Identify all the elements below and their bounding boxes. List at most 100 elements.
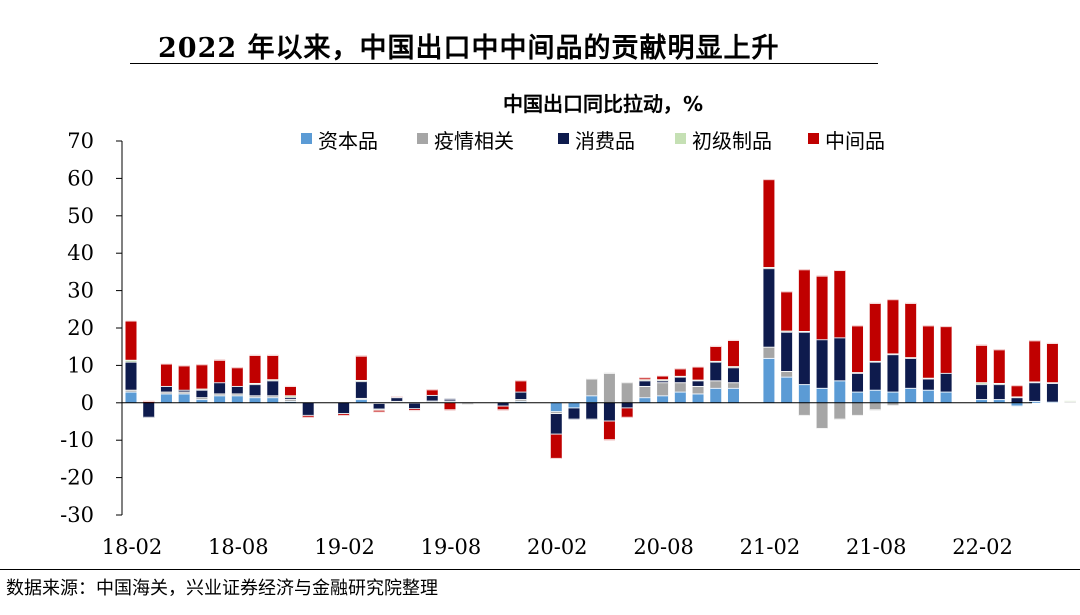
bar-segment-2 xyxy=(922,378,934,390)
bar-segment-separator xyxy=(940,326,952,328)
bar-segment-separator xyxy=(993,382,1005,384)
bar-segment-0 xyxy=(852,391,864,403)
bar-segment-4 xyxy=(267,354,279,380)
bar-segment-separator xyxy=(816,275,828,277)
bar-segment-4 xyxy=(1029,340,1041,382)
bar-segment-2 xyxy=(143,402,155,418)
bar-segment-4 xyxy=(657,375,669,380)
bar-segment-separator xyxy=(922,325,934,327)
bar-segment-separator xyxy=(160,385,172,387)
bar-segment-separator xyxy=(178,389,190,391)
bar-segment-separator xyxy=(515,399,527,401)
bar-segment-separator xyxy=(852,391,864,393)
bar-segment-separator xyxy=(603,372,615,374)
bar-segment-separator xyxy=(727,367,739,369)
bar-segment-2 xyxy=(940,372,952,392)
bar-segment-separator xyxy=(674,368,686,370)
bar-segment-separator xyxy=(922,377,934,379)
bar-segment-2 xyxy=(391,397,403,401)
bar-segment-separator xyxy=(284,400,296,402)
bar-segment-separator xyxy=(355,381,367,383)
bar-segment-separator xyxy=(373,402,385,404)
bar-segment-separator xyxy=(1046,382,1058,384)
legend-label: 资本品 xyxy=(318,130,378,153)
bar-segment-separator xyxy=(515,380,527,382)
bar-segment-separator xyxy=(639,397,651,399)
bar-segment-4 xyxy=(231,367,243,386)
bar-segment-1 xyxy=(727,382,739,388)
bar-segment-separator xyxy=(214,359,226,361)
bar-segment-0 xyxy=(887,391,899,403)
bar-segment-separator xyxy=(444,398,456,400)
bar-segment-0 xyxy=(231,395,243,403)
y-tick-label: 40 xyxy=(67,241,94,265)
bar-segment-4 xyxy=(249,354,261,383)
bar-segment-separator xyxy=(727,387,739,389)
bar-segment-4 xyxy=(196,364,208,389)
bar-segment-0 xyxy=(798,384,810,403)
bar-segment-separator xyxy=(143,400,155,402)
bar-segment-1 xyxy=(869,402,881,411)
y-tick-label: 30 xyxy=(67,279,94,303)
bar-segment-separator xyxy=(692,393,704,395)
bar-segment-separator xyxy=(196,399,208,401)
bar-segment-separator xyxy=(993,399,1005,401)
bar-segment-separator xyxy=(214,393,226,395)
bar-segment-2 xyxy=(834,337,846,381)
bar-segment-separator xyxy=(249,384,261,386)
bar-segment-separator xyxy=(798,330,810,332)
legend-item: 中间品 xyxy=(808,130,885,153)
bar-segment-0 xyxy=(568,402,580,409)
bar-segment-separator xyxy=(284,395,296,397)
bar-segment-separator xyxy=(976,399,988,401)
bar-segment-separator xyxy=(940,391,952,393)
bar-segment-4 xyxy=(710,345,722,361)
legend: 资本品 疫情相关 消费品 初级制品 中间品 xyxy=(301,130,885,153)
bar-segment-2 xyxy=(781,331,793,372)
bar-segment-1 xyxy=(657,382,669,396)
bar-segment-separator xyxy=(905,357,917,359)
bar-segment-separator xyxy=(674,382,686,384)
bar-segment-separator xyxy=(869,389,881,391)
bar-segment-separator xyxy=(196,364,208,366)
bar-segment-2 xyxy=(852,372,864,392)
x-tick-label: 19-08 xyxy=(421,535,482,559)
bar-segment-0 xyxy=(586,395,598,403)
bar-segment-separator xyxy=(586,378,598,380)
bar-segment-separator xyxy=(1064,401,1076,403)
bar-segment-separator xyxy=(710,360,722,362)
legend-swatch xyxy=(558,133,569,144)
bar-segment-0 xyxy=(657,395,669,403)
bar-segment-2 xyxy=(869,361,881,390)
bar-segment-separator xyxy=(391,401,403,403)
x-tick-label: 18-02 xyxy=(102,535,163,559)
bar-segment-separator xyxy=(426,389,438,391)
bar-segment-separator xyxy=(852,372,864,374)
bar-segment-separator xyxy=(657,379,669,381)
bar-segment-separator xyxy=(515,391,527,393)
bar-segment-separator xyxy=(338,414,350,416)
bar-segment-separator xyxy=(763,357,775,359)
bar-segment-separator xyxy=(834,337,846,339)
bar-segment-separator xyxy=(391,400,403,402)
bar-segment-separator xyxy=(249,354,261,356)
bar-segment-0 xyxy=(763,357,775,403)
bar-segment-separator xyxy=(391,396,403,398)
bar-segment-4 xyxy=(692,366,704,380)
bar-segment-separator xyxy=(267,395,279,397)
bar-segment-separator xyxy=(887,299,899,301)
bar-segment-2 xyxy=(727,367,739,383)
bar-segment-separator xyxy=(639,385,651,387)
bar-segment-0 xyxy=(249,397,261,403)
bar-segment-0 xyxy=(550,402,562,413)
bar-segment-2 xyxy=(409,403,421,410)
bar-segment-separator xyxy=(816,339,828,341)
bar-segment-separator xyxy=(657,375,669,377)
bar-segment-separator xyxy=(196,397,208,399)
bar-segment-separator xyxy=(781,376,793,378)
bar-segment-separator xyxy=(497,405,509,407)
bar-segment-separator xyxy=(178,365,190,367)
bar-segment-separator xyxy=(125,361,137,363)
bar-segment-0 xyxy=(125,391,137,403)
bar-segment-separator xyxy=(586,418,598,420)
